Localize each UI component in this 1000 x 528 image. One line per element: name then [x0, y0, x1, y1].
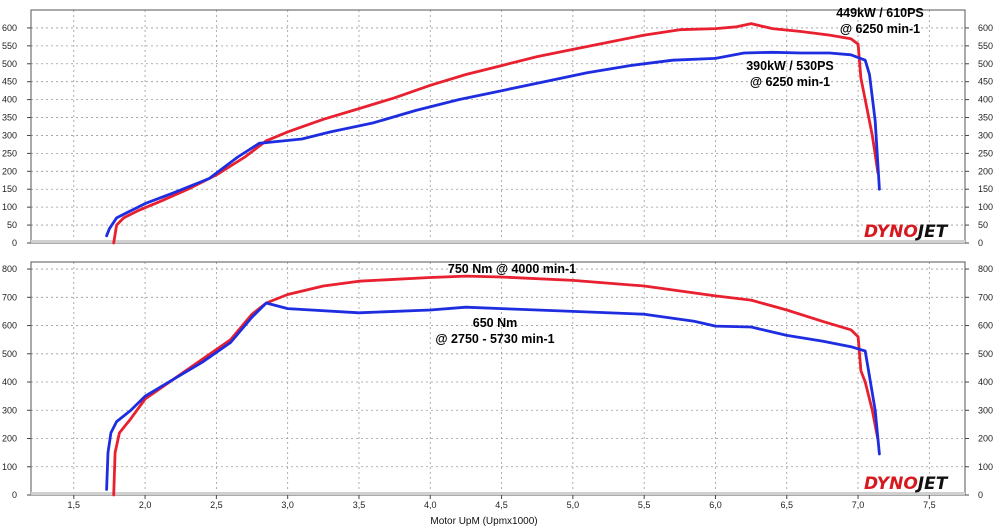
- power-ytick-right: 100: [978, 202, 993, 212]
- xtick-label: 6,0: [709, 500, 722, 510]
- torque-series-line-blue: [105, 301, 881, 491]
- torque-ytick-right: 700: [978, 292, 993, 302]
- power-annotation-1: 449kW / 610PS: [836, 6, 924, 20]
- power-ytick-right: 250: [978, 148, 993, 158]
- power-ytick-right: 450: [978, 77, 993, 87]
- torque-ytick-right: 500: [978, 349, 993, 359]
- xtick-label: 2,5: [210, 500, 223, 510]
- power-ytick-left: 400: [2, 95, 17, 105]
- xtick-label: 2,0: [139, 500, 152, 510]
- power-ytick-right: 500: [978, 59, 993, 69]
- xtick-label: 5,0: [567, 500, 580, 510]
- power-ytick-right: 600: [978, 23, 993, 33]
- torque-ytick-left: 500: [2, 349, 17, 359]
- xtick-label: 7,5: [923, 500, 936, 510]
- torque-ytick-left: 300: [2, 405, 17, 415]
- power-ytick-left: 300: [2, 130, 17, 140]
- power-ytick-left: 600: [2, 23, 17, 33]
- xtick-label: 3,0: [281, 500, 294, 510]
- torque-annotation-2: 650 Nm: [473, 316, 517, 330]
- torque-ytick-right: 200: [978, 434, 993, 444]
- xtick-label: 4,0: [424, 500, 437, 510]
- power-ytick-left: 100: [2, 202, 17, 212]
- xtick-label: 6,5: [780, 500, 793, 510]
- power-annotation-1: @ 6250 min-1: [840, 22, 920, 36]
- torque-ytick-right: 600: [978, 321, 993, 331]
- power-annotation-2: @ 6250 min-1: [750, 75, 830, 89]
- torque-ytick-left: 100: [2, 462, 17, 472]
- torque-ytick-left: 600: [2, 321, 17, 331]
- torque-ytick-left: 800: [2, 264, 17, 274]
- torque-annotation-2: @ 2750 - 5730 min-1: [435, 332, 554, 346]
- torque-ytick-left: 0: [12, 490, 17, 500]
- torque-ytick-left: 400: [2, 377, 17, 387]
- power-panel: 0 0 50 50 100 100 150 150 200 200 250 250 300 300 350 3…: [2, 6, 993, 248]
- power-ytick-left: 150: [2, 184, 17, 194]
- xtick-label: 3,5: [353, 500, 366, 510]
- torque-ytick-right: 0: [978, 490, 983, 500]
- power-ytick-right: 0: [978, 238, 983, 248]
- power-ytick-left: 350: [2, 113, 17, 123]
- power-annotation-2: 390kW / 530PS: [746, 59, 834, 73]
- power-bottom-strip: [31, 240, 965, 243]
- power-ytick-right: 150: [978, 184, 993, 194]
- power-plot-area: [31, 10, 965, 243]
- torque-annotation-1: 750 Nm @ 4000 min-1: [448, 262, 576, 276]
- xtick-label: 1,5: [68, 500, 81, 510]
- torque-bottom-strip: [31, 492, 965, 495]
- power-ytick-left: 550: [2, 41, 17, 51]
- power-ytick-right: 50: [978, 220, 988, 230]
- torque-ytick-right: 400: [978, 377, 993, 387]
- torque-plot-area: [31, 262, 965, 495]
- power-ytick-right: 200: [978, 166, 993, 176]
- torque-ytick-left: 700: [2, 292, 17, 302]
- power-ytick-right: 350: [978, 113, 993, 123]
- torque-dynojet-logo: DYNOJET: [864, 474, 949, 494]
- power-ytick-right: 300: [978, 130, 993, 140]
- torque-ytick-right: 300: [978, 405, 993, 415]
- xtick-label: 7,0: [852, 500, 865, 510]
- x-axis-label: Motor UpM (Upmx1000): [430, 516, 537, 527]
- torque-ytick-right: 800: [978, 264, 993, 274]
- torque-ytick-right: 100: [978, 462, 993, 472]
- power-series-line-blue: [105, 50, 881, 238]
- power-ytick-left: 0: [12, 238, 17, 248]
- xtick-label: 5,5: [638, 500, 651, 510]
- power-dynojet-logo: DYNOJET: [864, 222, 949, 242]
- power-ytick-left: 200: [2, 166, 17, 176]
- power-ytick-right: 400: [978, 95, 993, 105]
- xtick-label: 4,5: [495, 500, 508, 510]
- power-ytick-left: 250: [2, 148, 17, 158]
- power-ytick-left: 450: [2, 77, 17, 87]
- power-ytick-left: 50: [7, 220, 17, 230]
- power-ytick-right: 550: [978, 41, 993, 51]
- torque-ytick-left: 200: [2, 434, 17, 444]
- torque-panel: 0 0 100 100 200 200 300 300 400 400 500 500 600 600 70…: [2, 261, 993, 500]
- power-ytick-left: 500: [2, 59, 17, 69]
